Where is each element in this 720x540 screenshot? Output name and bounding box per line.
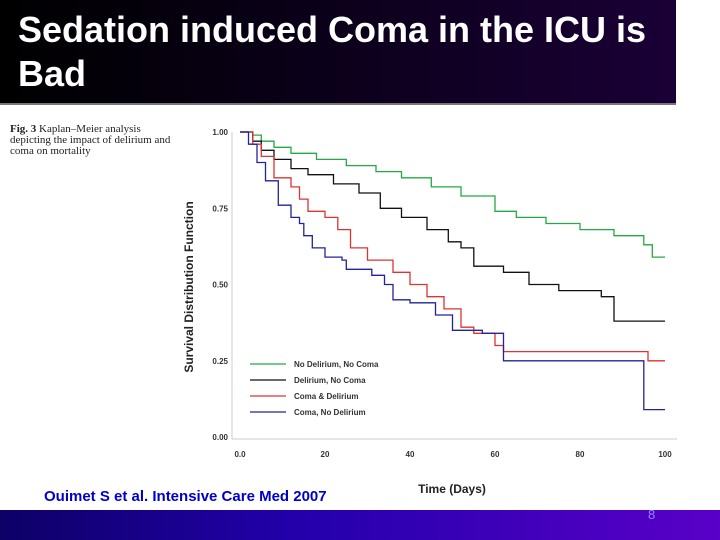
slide-number: 8	[648, 507, 656, 522]
legend-label: No Delirium, No Coma	[294, 360, 379, 369]
title-bar	[0, 0, 676, 103]
x-tick-label: 100	[658, 450, 672, 459]
x-tick-labels: 0.0 20 40 60 80 100	[234, 450, 672, 459]
x-tick-label: 60	[491, 450, 500, 459]
footer-bar	[0, 510, 720, 540]
x-tick-label: 20	[321, 450, 330, 459]
y-tick-label: 0.50	[212, 281, 228, 290]
x-tick-label: 0.0	[234, 450, 246, 459]
survival-curve-delirium-no-coma	[240, 131, 665, 322]
legend-label: Coma & Delirium	[294, 392, 358, 401]
y-tick-labels: 0.00 0.25 0.50 0.75 1.00	[212, 128, 228, 442]
survival-curves	[240, 131, 665, 411]
y-tick-label: 0.00	[212, 433, 228, 442]
figure-caption-text: Kaplan–Meier analysis depicting the impa…	[10, 123, 171, 157]
citation: Ouimet S et al. Intensive Care Med 2007	[44, 488, 327, 505]
title-divider	[0, 103, 676, 105]
x-tick-label: 40	[406, 450, 415, 459]
kaplan-meier-chart: Survival Distribution Function Time (Day…	[175, 115, 680, 500]
legend-label: Coma, No Delirium	[294, 408, 366, 417]
survival-curve-coma-no-delirium	[240, 131, 665, 411]
slide-title: Sedation induced Coma in the ICU is Bad	[18, 9, 647, 94]
y-axis-label: Survival Distribution Function	[182, 201, 196, 372]
figure-caption: Fig. 3 Kaplan–Meier analysis depicting t…	[10, 124, 175, 157]
x-axis-label: Time (Days)	[418, 482, 486, 496]
legend-label: Delirium, No Coma	[294, 376, 366, 385]
survival-curve-coma-delirium	[240, 131, 665, 362]
x-tick-label: 80	[576, 450, 585, 459]
figure-label: Fig. 3	[10, 123, 37, 135]
chart-legend: No Delirium, No Coma Delirium, No Coma Com…	[250, 360, 379, 417]
y-tick-label: 0.25	[212, 357, 228, 366]
survival-curve-no-delirium-no-coma	[240, 131, 665, 258]
y-tick-label: 0.75	[212, 204, 228, 213]
y-tick-label: 1.00	[212, 128, 228, 137]
chart-background	[175, 115, 680, 500]
